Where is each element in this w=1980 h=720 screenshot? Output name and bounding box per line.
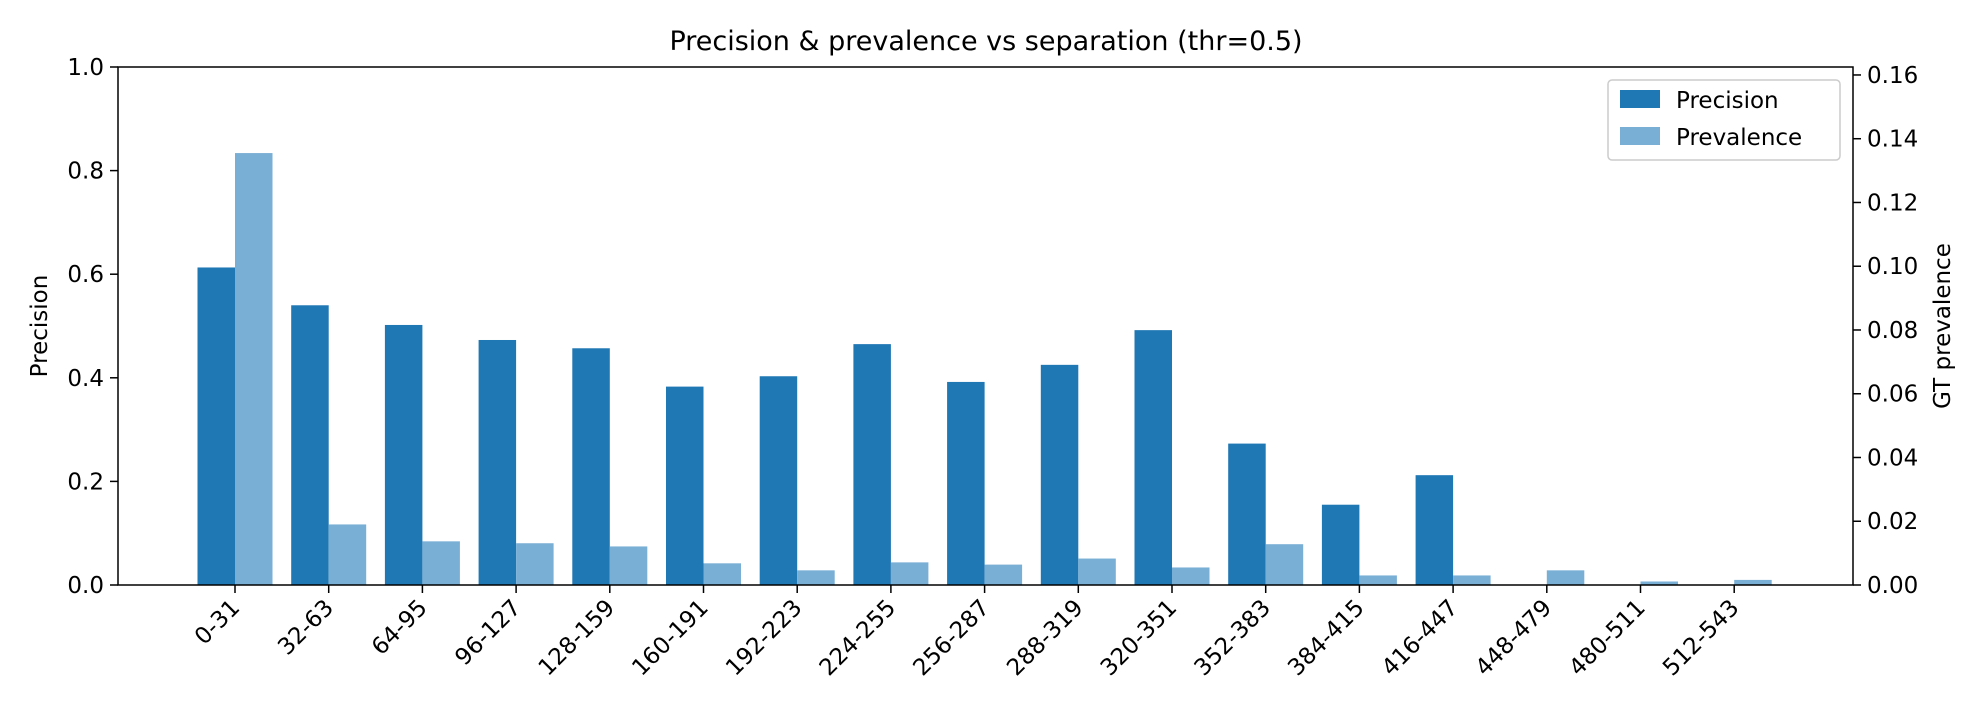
bar-precision-96-127	[478, 339, 517, 585]
bar-precision-352-383	[1228, 443, 1266, 585]
left-axis: 0.0 0.2 0.4 0.6 0.8 1.0	[67, 55, 118, 599]
bar-prevalence-320-351	[1172, 567, 1210, 585]
bar-precision-416-447	[1415, 475, 1454, 585]
legend-swatch-prevalence	[1620, 127, 1660, 145]
plot-frame	[117, 66, 1854, 586]
y-tick-label: 0.0	[67, 573, 104, 599]
bar-prevalence-0-31	[235, 153, 273, 585]
y-axis-label: Precision	[27, 275, 53, 378]
bar-precision-288-319	[1040, 364, 1079, 585]
bar-precision-256-287	[947, 381, 985, 585]
bar-precision-224-255	[853, 344, 891, 585]
bar-precision-320-351	[1134, 330, 1172, 585]
bar-precision-64-95	[384, 324, 423, 585]
y-right-tick-label: 0.06	[1867, 382, 1918, 408]
bar-prevalence-512-543	[1734, 579, 1772, 585]
y-right-tick-label: 0.00	[1867, 573, 1918, 599]
y-tick-label: 0.6	[67, 262, 104, 288]
y-axis-right-label: GT prevalence	[1930, 243, 1956, 409]
legend-label-prevalence: Prevalence	[1676, 125, 1802, 151]
bar-prevalence-32-63	[328, 524, 367, 585]
y-tick-label: 0.8	[67, 159, 104, 185]
bar-precision-128-159	[572, 348, 610, 585]
y-right-tick-label: 0.14	[1867, 127, 1918, 153]
y-right-tick-label: 0.04	[1867, 445, 1918, 471]
y-tick-label: 0.2	[67, 469, 104, 495]
x-tick-label: 512-543	[1658, 595, 1744, 681]
x-tick-label: 0-31	[190, 595, 245, 650]
x-tick-label: 32-63	[273, 595, 339, 661]
y-right-tick-label: 0.08	[1867, 318, 1918, 344]
x-tick-label: 192-223	[721, 595, 807, 681]
bar-prevalence-352-383	[1265, 544, 1304, 585]
chart-title: Precision & prevalence vs separation (th…	[669, 26, 1302, 57]
y-tick-label: 1.0	[67, 55, 104, 81]
x-tick-label: 64-95	[367, 595, 433, 661]
legend-box	[1607, 79, 1841, 161]
bar-precision-0-31	[197, 267, 235, 585]
bar-prevalence-288-319	[1078, 558, 1116, 585]
bar-prevalence-160-191	[703, 563, 741, 585]
bar-prevalence-384-415	[1359, 575, 1397, 585]
x-tick-label: 256-287	[908, 595, 994, 681]
x-tick-label: 224-255	[815, 595, 901, 681]
x-tick-label: 288-319	[1002, 595, 1088, 681]
legend-swatch-precision	[1620, 90, 1660, 108]
bar-precision-384-415	[1321, 504, 1360, 585]
bar-prevalence-224-255	[890, 562, 929, 585]
bar-precision-32-63	[291, 305, 329, 585]
x-tick-label: 96-127	[450, 595, 526, 671]
x-tick-label: 384-415	[1283, 595, 1369, 681]
bar-prevalence-128-159	[609, 546, 648, 585]
bar-prevalence-416-447	[1453, 575, 1491, 585]
x-tick-label: 128-159	[534, 595, 620, 681]
y-right-tick-label: 0.10	[1867, 254, 1918, 280]
bar-precision-192-223	[759, 376, 798, 585]
x-tick-label: 352-383	[1190, 595, 1276, 681]
x-tick-label: 448-479	[1471, 595, 1557, 681]
bar-prevalence-192-223	[797, 570, 835, 585]
y-right-tick-label: 0.02	[1867, 509, 1918, 535]
y-right-tick-label: 0.12	[1867, 190, 1918, 216]
bar-prevalence-448-479	[1546, 570, 1585, 585]
y-tick-label: 0.4	[67, 366, 104, 392]
bars-layer	[197, 153, 1772, 585]
bar-precision-160-191	[666, 386, 704, 585]
y-right-tick-label: 0.16	[1867, 63, 1918, 89]
x-tick-label: 160-191	[627, 595, 713, 681]
x-tick-label: 480-511	[1564, 595, 1650, 681]
bar-prevalence-64-95	[422, 541, 460, 585]
x-tick-label: 416-447	[1377, 595, 1463, 681]
x-tick-label: 320-351	[1096, 595, 1182, 681]
bar-prevalence-96-127	[516, 543, 554, 585]
bar-prevalence-480-511	[1640, 581, 1678, 585]
legend-label-precision: Precision	[1676, 88, 1779, 114]
x-axis: 0-31 32-63 64-95 96-127 128-159 160-191 192-22…	[190, 585, 1744, 681]
right-axis: 0.00 0.02 0.04 0.06 0.08 0.10 0.12 0.14 0.16	[1853, 63, 1918, 599]
legend: Precision Prevalence	[1607, 79, 1841, 161]
bar-prevalence-256-287	[984, 564, 1023, 585]
